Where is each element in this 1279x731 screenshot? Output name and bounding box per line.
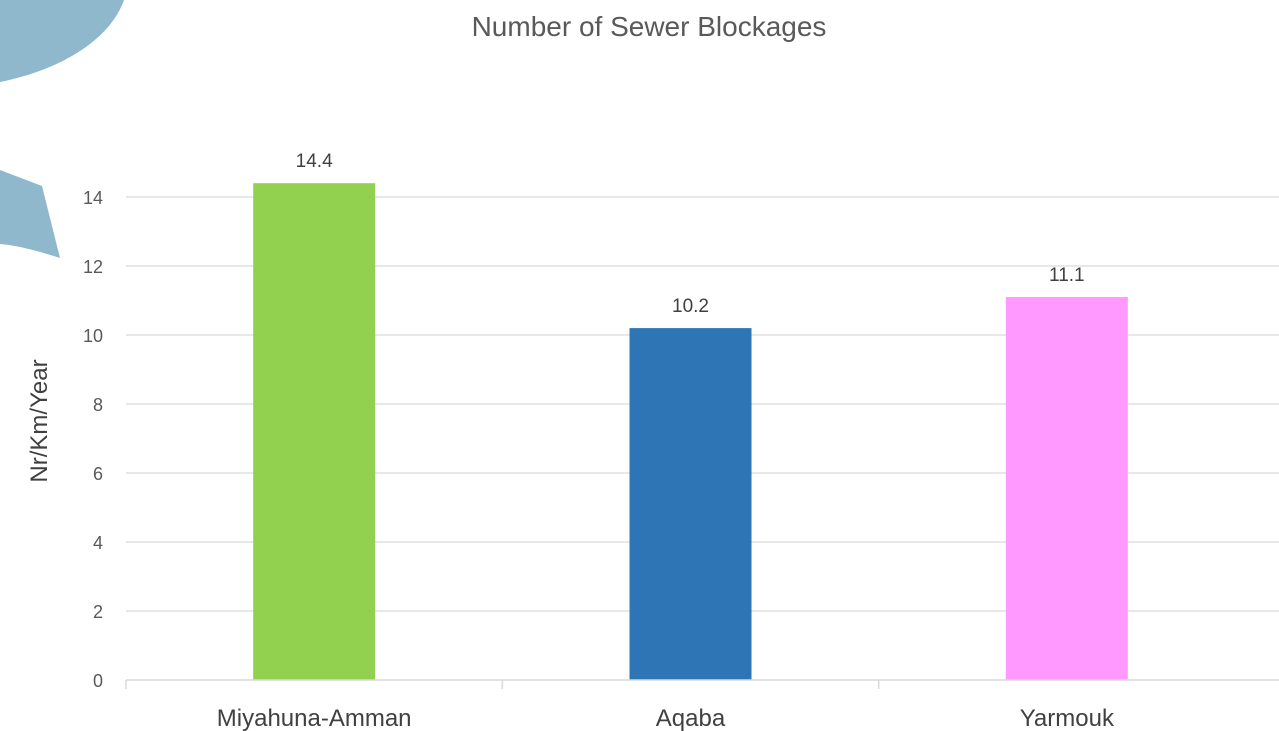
data-label: 11.1: [1049, 265, 1085, 286]
y-tick-label: 4: [93, 533, 103, 553]
y-axis-ticks: 0 2 4 6 8 10 12 14: [83, 188, 103, 691]
x-tick-label: Miyahuna-Amman: [217, 705, 412, 731]
data-label: 14.4: [296, 151, 333, 172]
x-tick-label: Yarmouk: [1020, 705, 1115, 731]
chart-title: Number of Sewer Blockages: [472, 11, 827, 42]
x-tick-label: Aqaba: [656, 705, 726, 731]
y-tick-label: 10: [83, 326, 103, 346]
x-axis-category-labels: Miyahuna-Amman Aqaba Yarmouk: [217, 705, 1115, 731]
bar: [253, 183, 376, 680]
bar: [629, 328, 752, 680]
x-axis-tick-marks: [125, 680, 880, 689]
y-tick-label: 14: [83, 188, 103, 208]
data-label: 10.2: [672, 296, 709, 317]
decorative-triangle-shape: [0, 170, 60, 258]
y-axis-title: Nr/Km/Year: [26, 359, 53, 482]
bars: [253, 183, 1128, 680]
data-labels: 14.4 10.2 11.1: [296, 151, 1085, 317]
y-tick-label: 2: [93, 602, 103, 622]
bar: [1005, 297, 1128, 680]
y-tick-label: 8: [93, 395, 103, 415]
y-tick-label: 6: [93, 464, 103, 484]
y-tick-label: 0: [93, 671, 103, 691]
decorative-arc-shape: [0, 0, 124, 82]
y-tick-label: 12: [83, 257, 103, 277]
